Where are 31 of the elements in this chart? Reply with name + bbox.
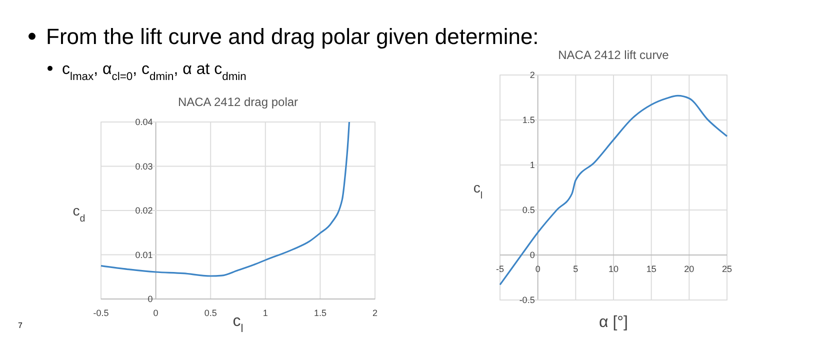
x-tick-label: 15 [646, 264, 656, 274]
y-tick-label: 0.01 [135, 250, 153, 260]
chart-title: NACA 2412 lift curve [558, 48, 670, 62]
y-tick-label: -0.5 [519, 295, 535, 305]
x-tick-label: 0.5 [204, 308, 217, 318]
y-axis-title: c$_{d}$ [72, 202, 86, 224]
y-tick-label: 0.02 [135, 206, 153, 216]
x-tick-label: 2 [372, 308, 378, 318]
x-tick-label: 1 [262, 308, 268, 318]
x-tick-label: 1.5 [314, 308, 326, 318]
text: From the lift curve and drag polar given determine: [46, 24, 539, 49]
y-tick-label: 0.04 [135, 117, 153, 127]
y-tick-label: 2 [530, 70, 535, 80]
x-tick-label: 5 [573, 264, 578, 274]
y-tick-label: 0.03 [135, 161, 153, 172]
x-tick-label: 10 [608, 264, 619, 274]
y-tick-label: 1.5 [522, 115, 535, 125]
x-tick-label: -0.5 [93, 308, 109, 318]
x-axis-title: c$_{l}$ [232, 313, 244, 335]
y-tick-label: 0 [530, 250, 535, 260]
x-tick-label: 20 [684, 264, 694, 274]
y-tick-label: 0 [148, 294, 153, 304]
text: 7 [18, 321, 23, 330]
y-tick-label: 1 [530, 160, 535, 170]
text: c$_{lmax}$, α$_{cl=0}$, c$_{dmin}$, α at c$_{dmin}$ [62, 61, 246, 83]
x-tick-label: 25 [722, 264, 732, 274]
y-axis-title: c$_{l}$ [473, 180, 483, 201]
y-tick-label: 0.5 [522, 205, 535, 215]
chart-title: NACA 2412 drag polar [178, 95, 298, 109]
x-tick-label: -5 [496, 264, 504, 274]
x-axis-title: α [°] [599, 314, 628, 331]
